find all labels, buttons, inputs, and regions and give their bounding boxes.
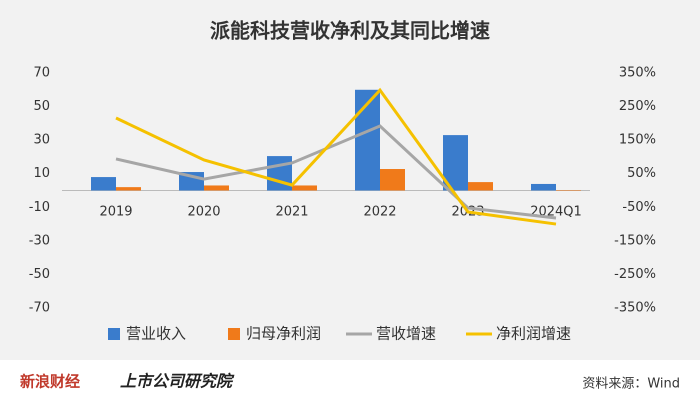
y-tick-label: 10: [33, 166, 50, 181]
bar: [292, 185, 317, 191]
y2-tick-label: 150%: [619, 133, 656, 148]
x-tick-label: 2020: [187, 205, 220, 220]
y2-tick-label: -250%: [614, 267, 656, 282]
y-tick-label: -70: [29, 301, 50, 316]
line: [115, 124, 557, 220]
y-tick-label: -50: [29, 267, 50, 282]
chart-title: 派能科技营收净利及其同比增速: [210, 19, 490, 43]
legend-swatch: [108, 328, 120, 340]
source-note: 资料来源：Wind: [582, 377, 680, 392]
legend-label: 净利润增速: [496, 325, 571, 343]
y-tick-label: 30: [33, 133, 50, 148]
bar: [556, 189, 581, 191]
y2-tick-label: 350%: [619, 66, 656, 81]
legend-label: 营收增速: [376, 325, 436, 343]
x-tick-label: 2022: [363, 205, 396, 220]
y2-tick-label: 50%: [627, 166, 656, 181]
bar: [468, 182, 493, 191]
bar: [531, 183, 556, 191]
y-tick-label: -30: [29, 233, 50, 248]
y2-tick-label: -350%: [614, 301, 656, 316]
y-tick-label: 70: [33, 66, 50, 81]
bar: [380, 169, 405, 191]
x-tick-label: 2019: [99, 205, 132, 220]
bar: [116, 187, 141, 191]
y-tick-label: 50: [33, 99, 50, 114]
brand-logo: 新浪财经: [20, 373, 80, 391]
y2-tick-label: -150%: [614, 233, 656, 248]
bar: [204, 185, 229, 191]
brand-logo-2: 上市公司研究院: [120, 372, 235, 391]
legend-swatch: [228, 328, 240, 340]
footer-background: [0, 360, 700, 415]
y-tick-label: -10: [29, 200, 50, 215]
legend-label: 归母净利润: [246, 325, 321, 343]
line: [115, 87, 557, 226]
bar: [91, 177, 116, 191]
y2-tick-label: 250%: [619, 99, 656, 114]
legend-label: 营业收入: [126, 325, 186, 343]
bar: [355, 89, 380, 191]
y2-tick-label: -50%: [622, 200, 656, 215]
plot-background: [0, 0, 700, 360]
x-tick-label: 2021: [275, 205, 308, 220]
